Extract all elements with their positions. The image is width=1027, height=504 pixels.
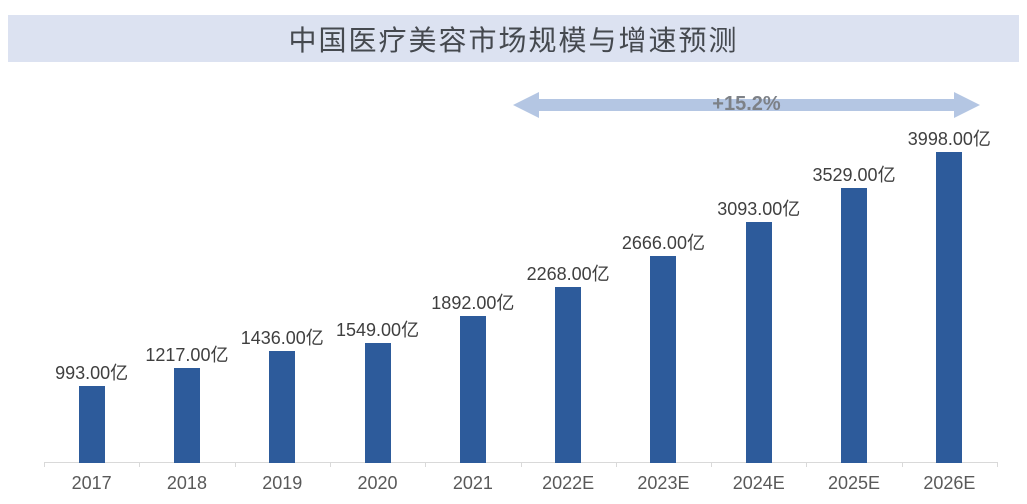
bar-value-label: 1549.00亿 bbox=[336, 320, 420, 340]
x-axis-tick bbox=[711, 462, 713, 467]
bar bbox=[173, 368, 200, 463]
bar-value-label: 1892.00亿 bbox=[431, 293, 515, 313]
chart-title-band: 中国医疗美容市场规模与增速预测 bbox=[8, 15, 1019, 62]
bar bbox=[555, 287, 582, 463]
bar-value-label: 3998.00亿 bbox=[907, 129, 991, 149]
bar bbox=[745, 222, 772, 463]
growth-rate-label: +15.2% bbox=[712, 93, 781, 115]
double-arrow-icon bbox=[513, 92, 980, 118]
bar-value-label: 3529.00亿 bbox=[812, 165, 896, 185]
x-axis-tick bbox=[615, 462, 617, 467]
x-tick-label: 2023E bbox=[637, 473, 690, 493]
bar-value-label: 1436.00亿 bbox=[240, 328, 324, 348]
x-axis-tick bbox=[806, 462, 808, 467]
x-axis-tick bbox=[425, 462, 427, 467]
bar-value-label: 2268.00亿 bbox=[526, 264, 610, 284]
x-tick-label: 2022E bbox=[542, 473, 595, 493]
bar bbox=[936, 152, 963, 463]
x-axis-tick bbox=[44, 462, 45, 467]
bar-value-label: 3093.00亿 bbox=[717, 199, 801, 219]
bar bbox=[269, 351, 296, 463]
x-axis-tick bbox=[520, 462, 522, 467]
bar-value-label: 993.00亿 bbox=[55, 363, 129, 383]
x-tick-label: 2025E bbox=[828, 473, 881, 493]
bar bbox=[364, 343, 391, 463]
bar bbox=[459, 316, 486, 463]
chart-title: 中国医疗美容市场规模与增速预测 bbox=[288, 24, 739, 56]
x-tick-label: 2018 bbox=[166, 473, 207, 493]
x-tick-label: 2017 bbox=[71, 473, 112, 493]
x-axis-tick bbox=[329, 462, 331, 467]
x-tick-label: 2021 bbox=[452, 473, 493, 493]
bar-value-label: 1217.00亿 bbox=[145, 345, 229, 365]
bar bbox=[650, 256, 677, 463]
x-tick-label: 2019 bbox=[262, 473, 303, 493]
growth-arrow: +15.2% bbox=[513, 87, 980, 123]
bar bbox=[78, 386, 105, 463]
x-tick-label: 2020 bbox=[357, 473, 398, 493]
x-tick-label: 2026E bbox=[923, 473, 976, 493]
x-axis-tick bbox=[139, 462, 141, 467]
x-axis-tick bbox=[997, 462, 998, 467]
bar bbox=[841, 188, 868, 463]
x-tick-label: 2024E bbox=[732, 473, 785, 493]
x-axis-tick bbox=[901, 462, 903, 467]
bar-value-label: 2666.00亿 bbox=[621, 233, 705, 253]
x-axis-tick bbox=[234, 462, 236, 467]
